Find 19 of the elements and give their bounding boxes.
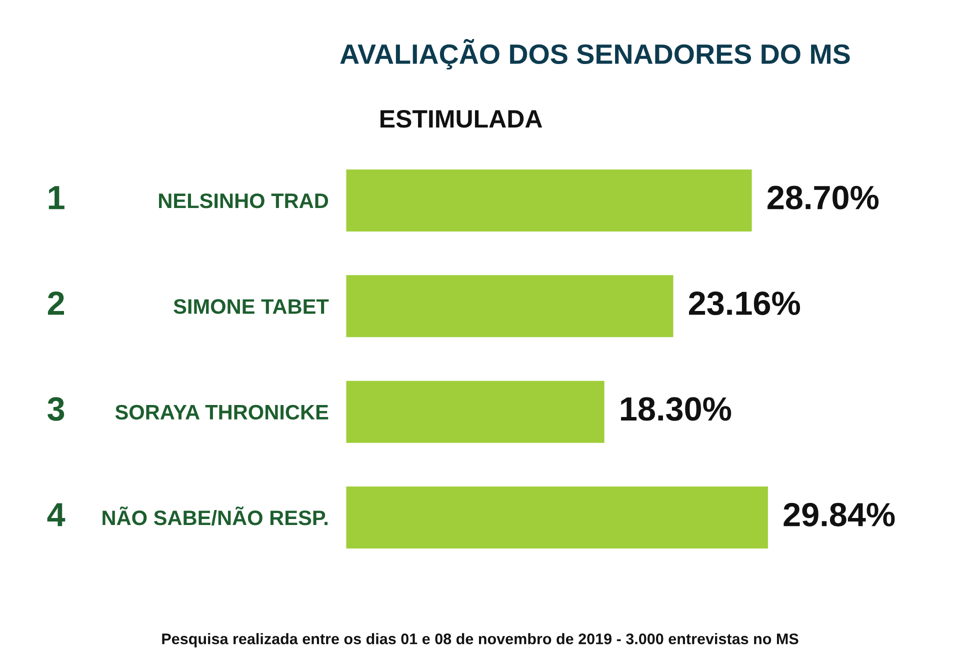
text: 1	[48, 186, 64, 210]
data-label: 29.84%	[784, 502, 895, 526]
text: 3	[48, 397, 64, 421]
text: 4	[47, 503, 66, 526]
bar	[346, 379, 606, 444]
chart-title: AVALIAÇÃO DOS SENADORES DO MS	[340, 39, 850, 70]
text: 2	[48, 291, 64, 315]
text: Pesquisa realizada entre os dias 01 e 08 de novembro de 2019 - 3.000 entrevistas no MS	[162, 633, 798, 648]
y-tick-label: NELSINHO TRAD	[159, 193, 328, 208]
bar	[346, 274, 675, 339]
y-tick-label: SIMONE TABET	[174, 299, 329, 314]
data-label: 18.30%	[621, 397, 732, 421]
data-label: 28.70%	[768, 186, 879, 210]
y-tick-label: SORAYA THRONICKE	[115, 404, 328, 420]
chart-subtitle: ESTIMULADA	[380, 110, 542, 128]
bar	[346, 168, 754, 233]
y-tick-label: NÃO SABE/NÃO RESP.	[102, 506, 328, 526]
data-label: 23.16%	[688, 291, 800, 316]
bar	[346, 485, 770, 550]
